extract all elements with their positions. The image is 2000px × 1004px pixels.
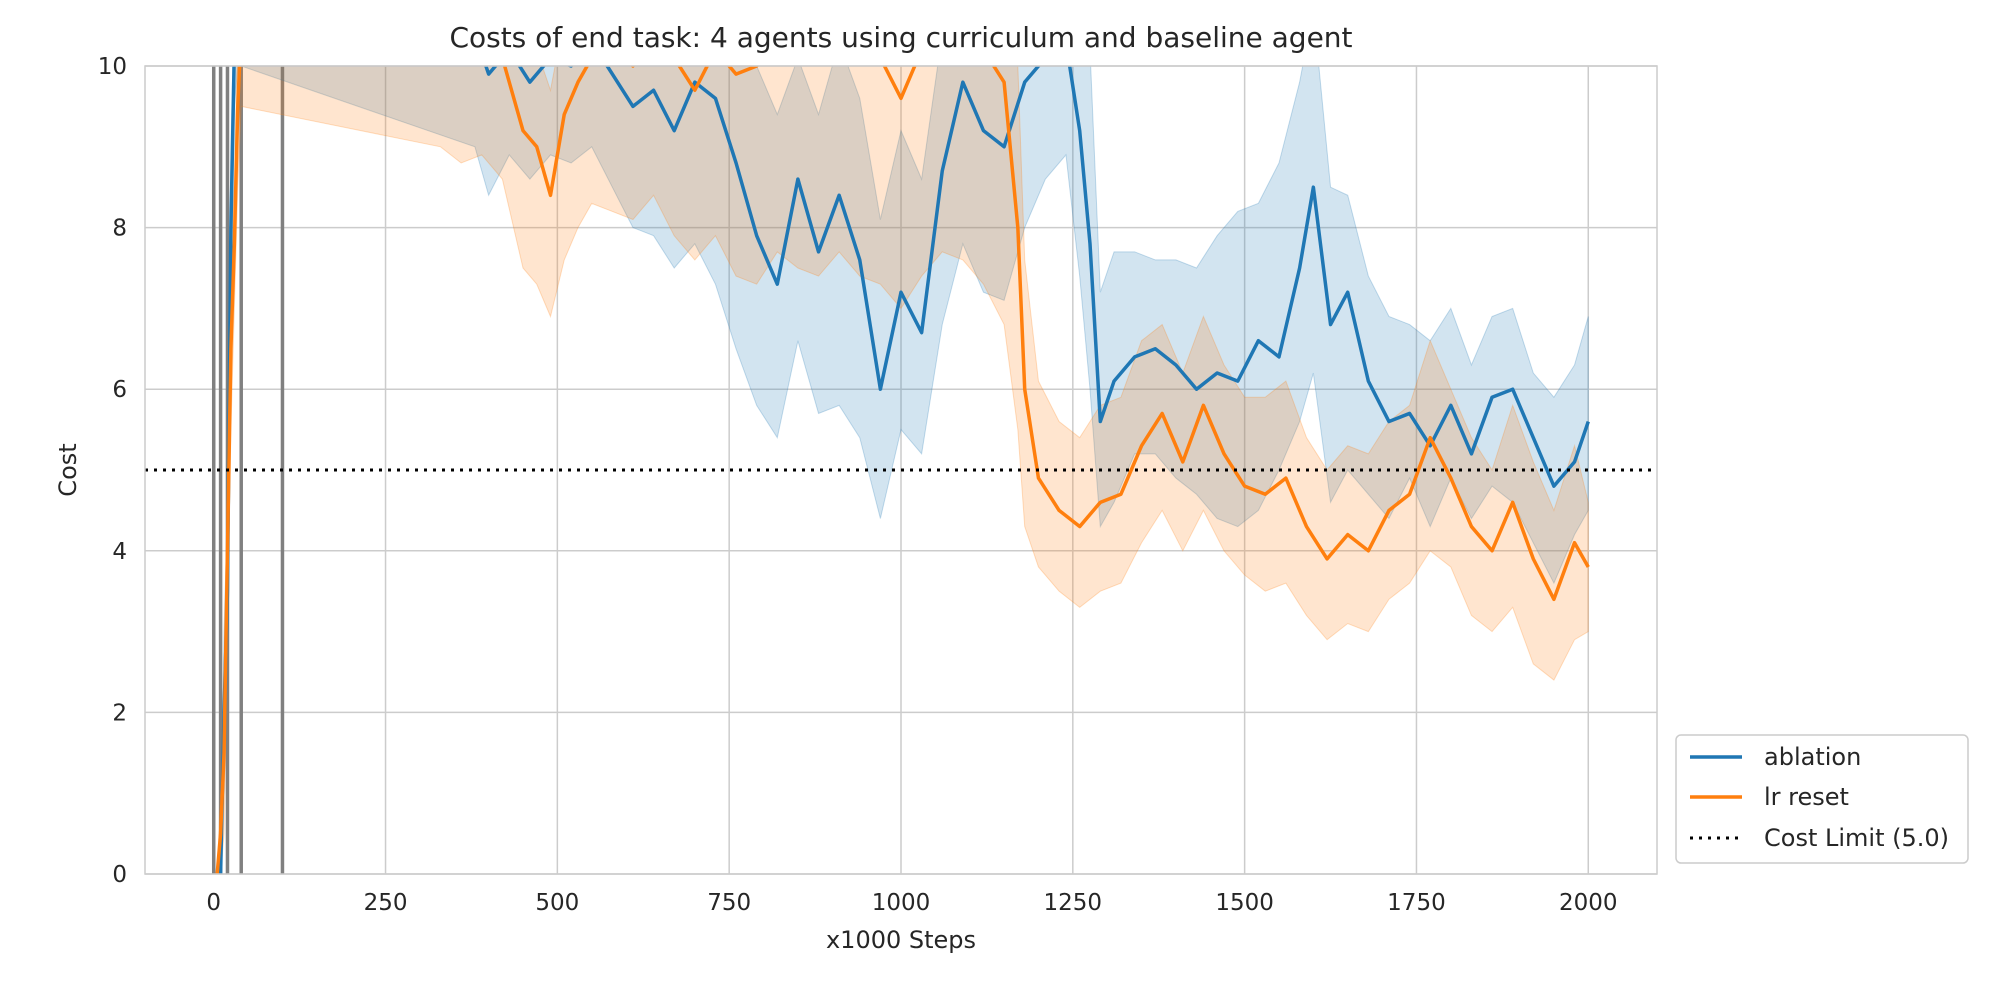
- y-tick-label: 10: [98, 54, 127, 80]
- legend-label-cost-limit: Cost Limit (5.0): [1764, 824, 1949, 852]
- y-tick-label: 2: [112, 700, 127, 726]
- plot-frame: [144, 65, 1658, 875]
- legend: ablation lr reset Cost Limit (5.0): [1675, 734, 1969, 864]
- x-tick-label: 2000: [1559, 890, 1618, 916]
- x-tick-label: 1000: [872, 890, 931, 916]
- y-tick-label: 6: [112, 377, 127, 403]
- series-line-lr-reset: [215, 66, 1590, 874]
- confidence-bands: [216, 66, 1589, 874]
- y-axis-label: Cost: [54, 443, 82, 496]
- legend-label-lr-reset: lr reset: [1764, 783, 1849, 811]
- y-tick-label: 0: [112, 862, 127, 888]
- x-tick-label: 1500: [1215, 890, 1274, 916]
- x-tick-label: 250: [364, 890, 408, 916]
- y-tick-labels: 0 2 4 6 8 10: [98, 54, 127, 888]
- x-axis-label: x1000 Steps: [826, 926, 976, 954]
- x-tick-labels: 0 250 500 750 1000 1250 1500 1750 2000: [206, 890, 1617, 916]
- legend-frame: [1675, 734, 1969, 864]
- x-tick-label: 1750: [1387, 890, 1446, 916]
- x-tick-label: 0: [206, 890, 221, 916]
- x-tick-label: 750: [707, 890, 751, 916]
- x-tick-label: 1250: [1044, 890, 1103, 916]
- band-lr-reset: [216, 66, 1589, 874]
- band-ablation: [220, 66, 1589, 874]
- y-tick-label: 8: [112, 216, 127, 242]
- chart-title: Costs of end task: 4 agents using curric…: [449, 21, 1352, 54]
- legend-label-ablation: ablation: [1764, 743, 1861, 771]
- y-tick-label: 4: [112, 539, 127, 565]
- x-tick-label: 500: [535, 890, 579, 916]
